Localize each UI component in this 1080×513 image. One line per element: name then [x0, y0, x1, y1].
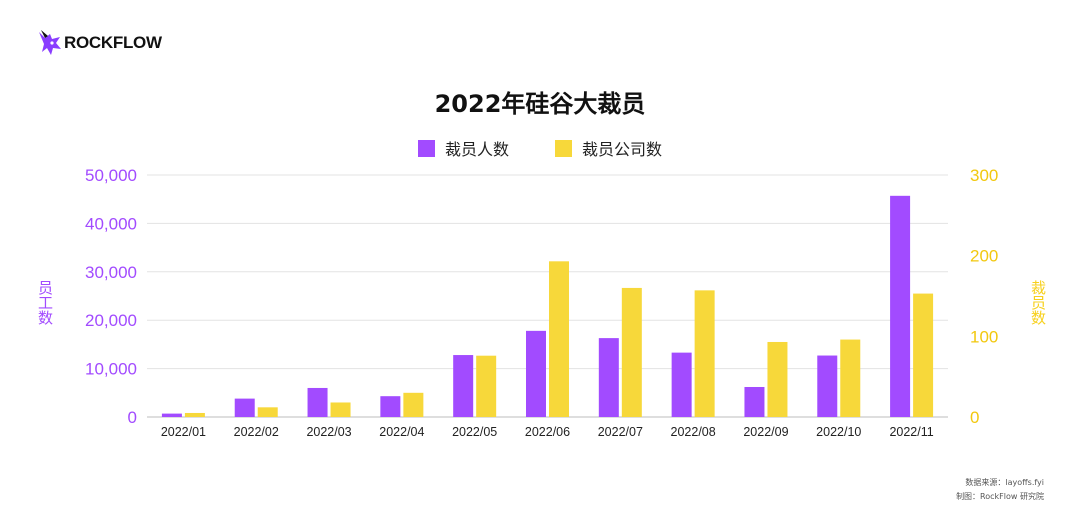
bar-layoff-companies: [330, 402, 351, 417]
bar-layoff-companies: [621, 287, 642, 417]
bar-layoff-companies: [257, 407, 278, 417]
y-tick-label-right: 100: [970, 327, 998, 346]
legend-swatch-companies: [555, 139, 572, 157]
y-axis-title-right: 裁员数: [1029, 280, 1047, 325]
bar-layoff-people: [744, 386, 765, 417]
bar-layoff-people: [453, 355, 474, 417]
legend-label-people: 裁员人数: [444, 140, 509, 159]
legend-item-companies: 裁员公司数: [555, 136, 662, 160]
bar-layoff-people: [890, 195, 911, 417]
x-tick-label: 2022/01: [161, 425, 206, 439]
credit-note: 制图：RockFlow 研究院: [956, 492, 1044, 501]
bar-layoff-people: [598, 338, 619, 417]
bar-layoff-companies: [403, 392, 424, 417]
y-tick-label-left: 50,000: [85, 166, 137, 185]
bar-layoff-people: [671, 352, 692, 417]
y-axis-title-left: 员工数: [36, 280, 54, 325]
bar-layoff-companies: [694, 290, 715, 417]
bar-layoff-people: [380, 396, 401, 417]
brand-name: ROCKFLOW: [64, 33, 162, 52]
bar-layoff-people: [817, 355, 838, 417]
y-tick-label-left: 10,000: [85, 360, 137, 379]
rockflow-logo: ROCKFLOW: [36, 26, 162, 60]
y-tick-label-left: 0: [128, 408, 137, 427]
bar-layoff-people: [526, 330, 546, 417]
bar-layoff-companies: [549, 261, 569, 417]
bar-layoff-companies: [840, 339, 861, 417]
y-tick-label-left: 20,000: [85, 311, 137, 330]
legend-label-companies: 裁员公司数: [582, 140, 663, 159]
x-tick-label: 2022/02: [234, 425, 279, 439]
y-tick-label-left: 30,000: [85, 263, 137, 282]
x-tick-label: 2022/08: [671, 425, 716, 439]
bar-layoff-people: [307, 387, 328, 417]
x-tick-label: 2022/09: [743, 425, 788, 439]
x-tick-label: 2022/11: [889, 425, 933, 439]
legend: 裁员人数 裁员公司数: [0, 136, 1080, 160]
x-tick-label: 2022/06: [525, 425, 570, 439]
y-tick-label-right: 0: [970, 408, 979, 427]
bar-layoff-people: [234, 398, 255, 417]
x-tick-label: 2022/03: [306, 425, 351, 439]
y-tick-label-right: 300: [970, 166, 998, 185]
data-source-note: 数据来源：layoffs.fyi: [965, 478, 1044, 487]
bar-layoff-companies: [476, 355, 497, 417]
bar-layoff-companies: [913, 293, 934, 417]
x-tick-label: 2022/10: [816, 425, 861, 439]
chart-title: 2022年硅谷大裁员: [434, 90, 646, 118]
x-tick-label: 2022/04: [379, 425, 424, 439]
bar-layoff-companies: [767, 341, 788, 417]
x-tick-label: 2022/07: [598, 425, 643, 439]
bar-layoff-people: [161, 413, 182, 417]
unicorn-icon: [39, 30, 61, 55]
x-tick-label: 2022/05: [452, 425, 497, 439]
y-tick-label-right: 200: [970, 247, 998, 266]
legend-item-people: 裁员人数: [417, 136, 509, 160]
bar-layoff-companies: [184, 412, 205, 417]
y-tick-label-left: 40,000: [85, 214, 137, 233]
legend-swatch-people: [417, 139, 435, 157]
